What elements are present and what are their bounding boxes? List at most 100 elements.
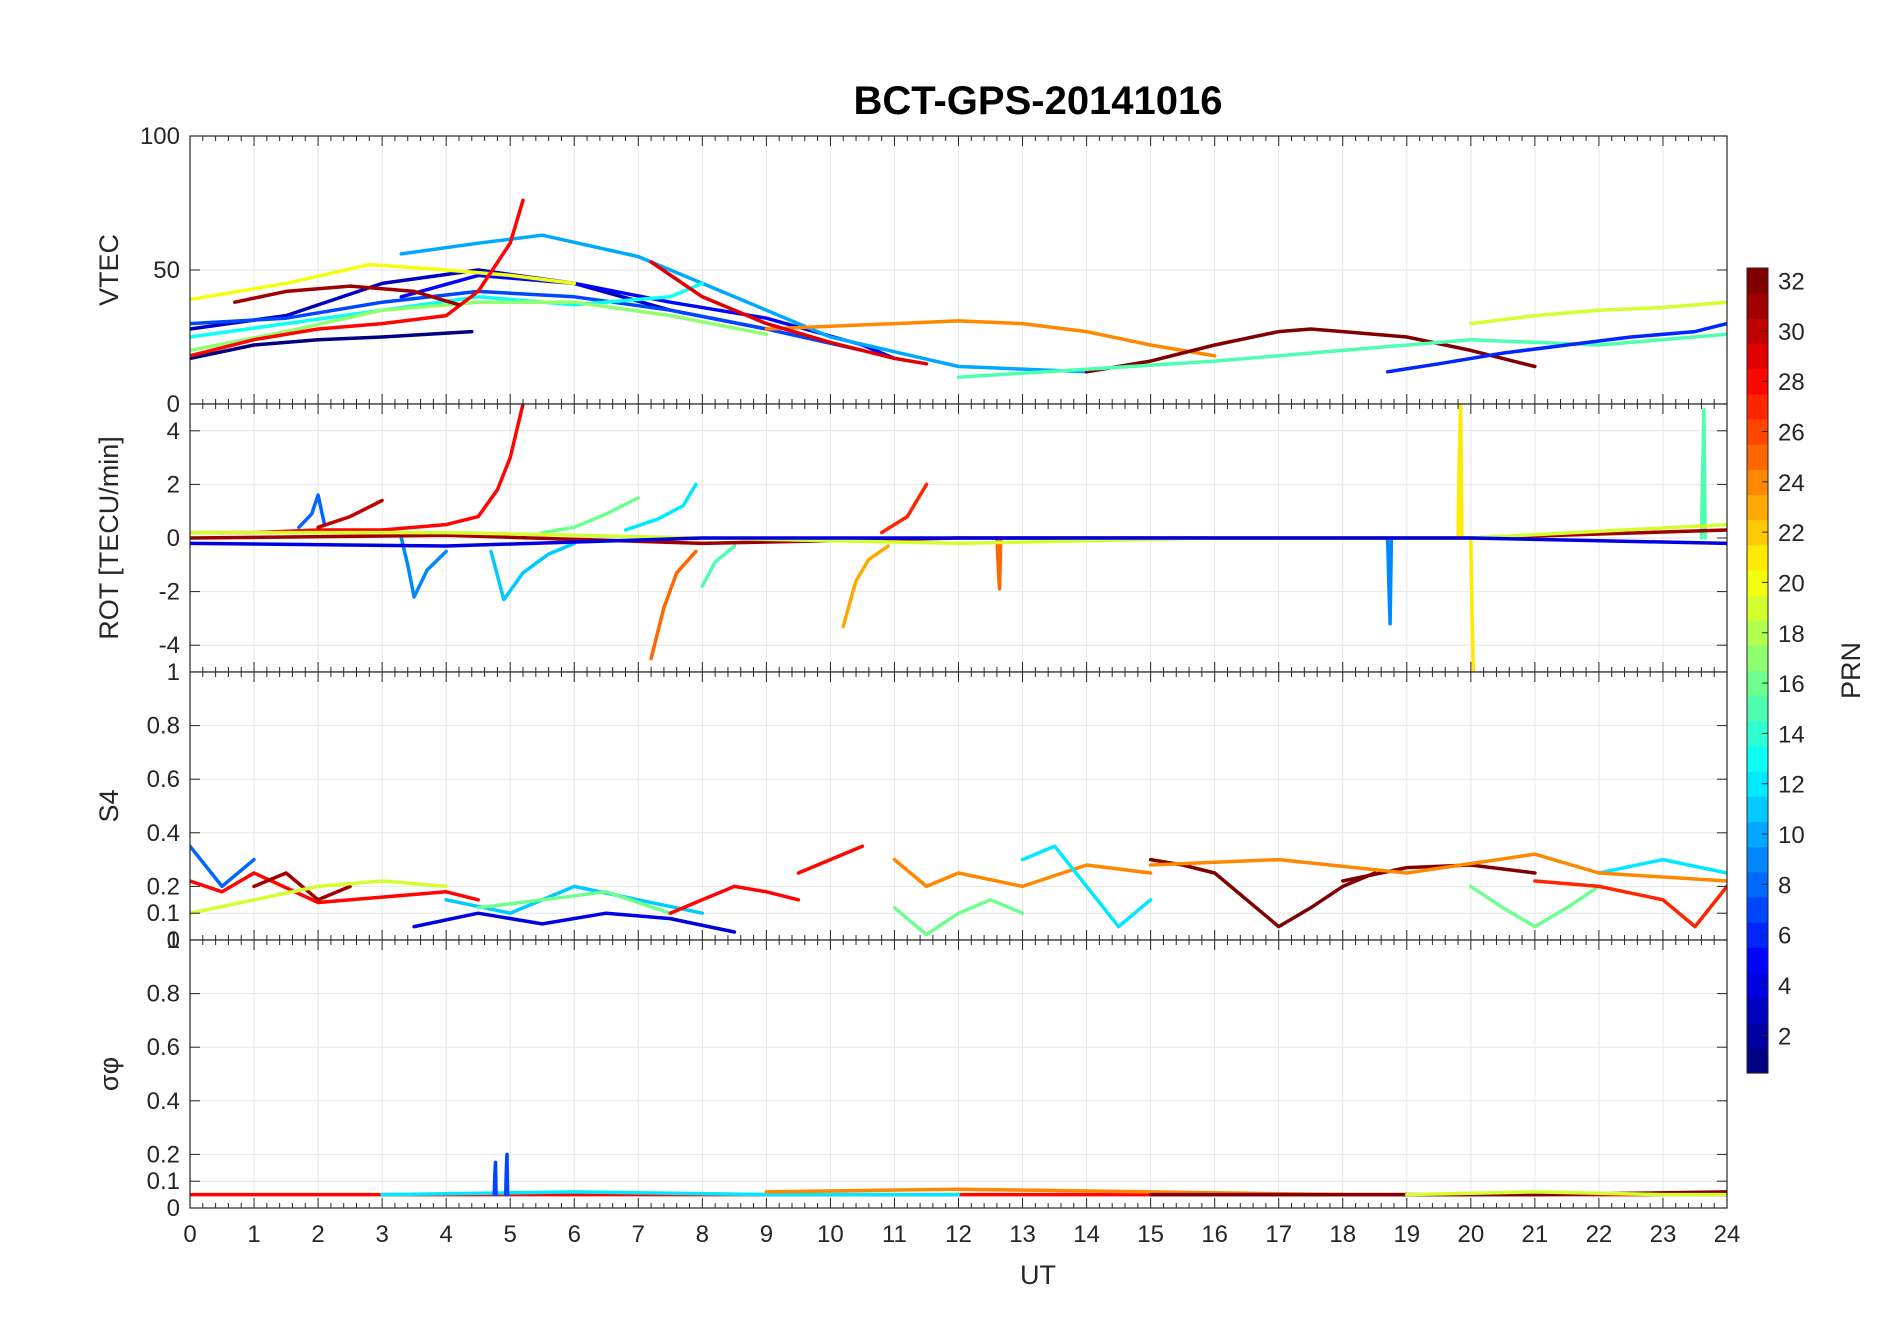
x-tick-label: 17 (1265, 1221, 1292, 1248)
x-tick-label: 3 (375, 1221, 388, 1248)
s4-series-prn-24 (1148, 852, 1727, 883)
sigma_phi-ytick-label: 0.2 (147, 1141, 180, 1168)
rot-series-prn-27 (879, 482, 929, 535)
s4-series-prn-28 (796, 844, 865, 875)
rot-series-prn-23 (841, 544, 890, 629)
colorbar-tick-label: 6 (1778, 923, 1791, 950)
rot-ticks (189, 404, 1728, 672)
vtec-series (190, 198, 1727, 379)
rot-series-prn-30 (316, 498, 384, 530)
s4-series-prn-31 (252, 871, 352, 902)
s4-series-prn-24 (892, 857, 1153, 889)
x-tick-label: 12 (945, 1221, 972, 1248)
colorbar-tick-label: 2 (1778, 1023, 1791, 1050)
vtec-series-prn-31 (233, 284, 461, 307)
s4-series-prn-4 (412, 911, 737, 934)
vtec-ytick-label: 0 (167, 391, 180, 418)
colorbar-tick-label: 24 (1778, 470, 1805, 497)
colorbar-segment-6 (1747, 922, 1768, 948)
colorbar-tick-label: 4 (1778, 973, 1791, 1000)
rot-series (190, 404, 1727, 672)
colorbar-segment-24 (1747, 469, 1768, 496)
vtec-series-prn-29 (649, 260, 929, 366)
s4-series-prn-16 (892, 898, 1025, 937)
rot-series-prn-9 (1385, 536, 1394, 626)
s4-ytick-label: 0.4 (147, 820, 180, 847)
x-tick-label: 13 (1009, 1221, 1036, 1248)
sigma_phi-series-prn-7 (492, 1160, 498, 1197)
rot-series-prn-25 (995, 536, 1003, 591)
panel-s4: 00.10.2 0.4 0.6 0.8 1 S4 (94, 659, 1728, 954)
colorbar-segment-31 (1747, 293, 1768, 319)
sigma_phi-ytick-label: 0.8 (147, 981, 180, 1008)
vtec-series-prn-7 (190, 289, 865, 353)
colorbar-segment-32 (1747, 268, 1768, 294)
sigma_phi-series-prn-19 (1405, 1190, 1727, 1197)
s4-ytick-label: 0.2 (147, 873, 180, 900)
colorbar-tick-label: 30 (1778, 319, 1805, 346)
colorbar-segment-18 (1747, 620, 1768, 646)
x-tick-label: 0 (183, 1221, 196, 1248)
vtec-ticks (189, 135, 1728, 405)
s4-series-prn-8 (190, 844, 256, 889)
sigma_phi-series-prn-7 (503, 1152, 510, 1197)
rot-ytick-label: -2 (159, 579, 180, 606)
sigma_phi-frame (189, 939, 1728, 1209)
s4-ytick-label: 1 (167, 659, 180, 686)
x-tick-label: 16 (1201, 1221, 1228, 1248)
s4-series-prn-32 (1148, 857, 1377, 929)
sigma_phi-ytick-label: 1 (167, 927, 180, 954)
x-tick-label: 19 (1393, 1221, 1420, 1248)
vtec-series-prn-15 (956, 332, 1727, 379)
colorbar-segment-10 (1747, 821, 1768, 848)
s4-ytick-label: 0.6 (147, 766, 180, 793)
colorbar-segment-5 (1747, 947, 1768, 973)
vtec-ytick-label: 100 (140, 123, 180, 150)
colorbar-tick-label: 14 (1778, 721, 1805, 748)
s4-series (190, 844, 1727, 937)
colorbar-segment-28 (1747, 368, 1768, 395)
vtec-series-prn-20 (190, 262, 577, 302)
rot-ytick-label: 4 (167, 418, 180, 445)
colorbar-tick-label: 12 (1778, 772, 1805, 799)
s4-ytick-label: 0.1 (147, 900, 180, 927)
colorbar-segment-19 (1747, 595, 1768, 621)
colorbar-segment-1 (1747, 1047, 1768, 1074)
x-tick-label: 15 (1137, 1221, 1164, 1248)
chart-title: BCT-GPS-20141016 (853, 79, 1222, 123)
colorbar-tick-label: 10 (1778, 822, 1805, 849)
rot-series-prn-4 (190, 536, 1727, 548)
colorbar-tick-label: 26 (1778, 420, 1805, 447)
colorbar-segment-29 (1747, 343, 1768, 370)
colorbar-tick-label: 8 (1778, 872, 1791, 899)
x-tick-label: 23 (1650, 1221, 1677, 1248)
x-tick-label: 6 (568, 1221, 581, 1248)
s4-ytick-label: 0.8 (147, 713, 180, 740)
vtec-series-prn-10 (399, 233, 1089, 374)
colorbar-tick-label: 32 (1778, 269, 1805, 296)
sigma_phi-ytick-label: 0 (167, 1195, 180, 1222)
vtec-series-prn-6 (1385, 321, 1727, 374)
colorbar-tick-label: 18 (1778, 621, 1805, 648)
x-tick-label: 7 (632, 1221, 645, 1248)
colorbar-segment-25 (1747, 444, 1768, 470)
colorbar-tick-label: 22 (1778, 520, 1805, 547)
colorbar-frame (1746, 267, 1769, 1074)
x-tick-label: 11 (882, 1221, 907, 1248)
rot-series-prn-25 (649, 549, 698, 661)
colorbar-segment-22 (1747, 519, 1768, 546)
s4-series-prn-28 (190, 871, 480, 905)
x-tick-label: 10 (817, 1221, 844, 1248)
x-tick-label: 4 (439, 1221, 452, 1248)
x-tick-label: 20 (1457, 1221, 1484, 1248)
sigma_phi-series (190, 1152, 1727, 1197)
s4-series-prn-32 (1341, 863, 1537, 883)
colorbar-segment-30 (1747, 318, 1768, 345)
rot-series-prn-11 (489, 541, 577, 602)
rot-series-prn-8 (297, 493, 327, 530)
colorbar-segment-16 (1747, 670, 1768, 697)
rot-series-prn-9 (399, 536, 448, 599)
s4-series-prn-12 (1020, 844, 1153, 929)
